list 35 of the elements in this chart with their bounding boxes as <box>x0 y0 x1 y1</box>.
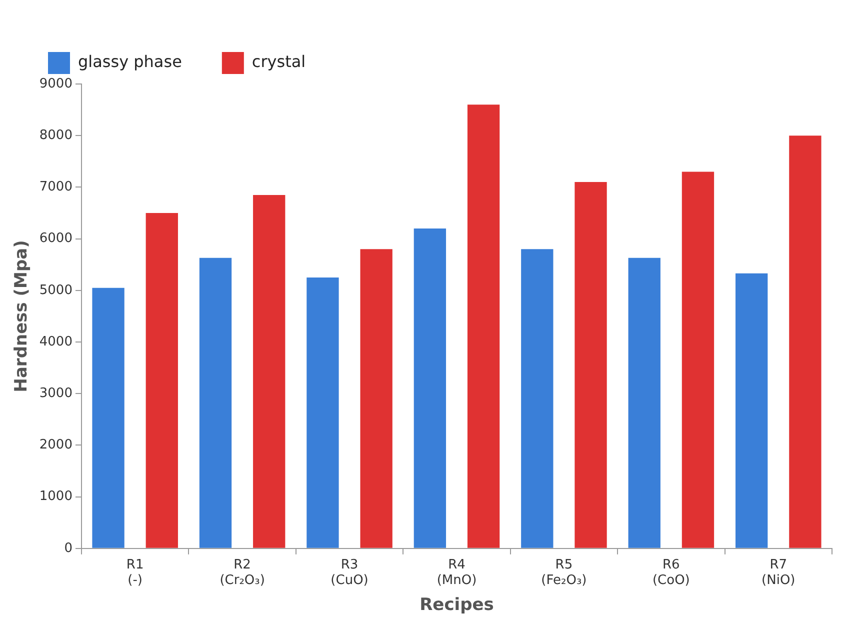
bar <box>521 249 554 548</box>
x-tick-label: R1 (-) <box>126 558 144 588</box>
bar <box>736 273 768 548</box>
y-tick-label: 6000 <box>39 231 72 246</box>
legend-label: glassy phase <box>78 52 182 72</box>
y-axis-title: Hardness (Mpa) <box>12 240 32 392</box>
bar <box>306 278 339 548</box>
x-axis-title: Recipes <box>420 595 494 616</box>
x-tick-label: R7 (NiO) <box>762 558 796 588</box>
bar <box>92 288 124 548</box>
x-tick-label: R3 (CuO) <box>330 558 368 588</box>
y-tick-label: 8000 <box>39 128 72 143</box>
y-tick-label: 3000 <box>39 386 72 401</box>
y-tick-label: 0 <box>64 540 72 556</box>
x-tick-label: R4 (MnO) <box>436 558 477 588</box>
y-tick-label: 7000 <box>39 180 72 195</box>
bar <box>574 182 607 548</box>
bar <box>253 194 286 548</box>
y-tick-label: 5000 <box>39 282 72 298</box>
bar <box>628 258 660 548</box>
bar <box>682 172 714 548</box>
bar <box>146 213 178 548</box>
x-tick-label: R6 (CoO) <box>652 558 690 588</box>
legend-label: crystal <box>252 52 306 72</box>
bar <box>360 249 392 548</box>
x-tick-label: R2 (Cr₂O₃) <box>220 558 265 588</box>
y-tick-label: 1000 <box>39 489 72 504</box>
bar <box>467 104 500 548</box>
bar <box>414 228 446 548</box>
x-tick-label: R5 (Fe₂O₃) <box>541 558 587 588</box>
bar <box>789 136 822 548</box>
y-tick-label: 2000 <box>39 438 72 453</box>
y-tick-label: 4000 <box>39 334 72 350</box>
bar <box>199 258 232 548</box>
y-tick-label: 9000 <box>39 76 72 92</box>
